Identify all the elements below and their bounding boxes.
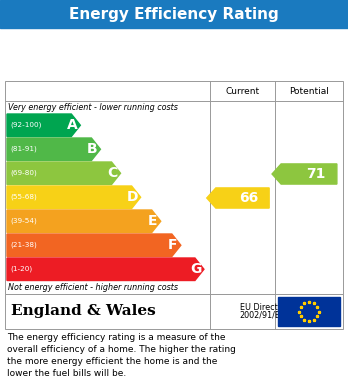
Polygon shape: [207, 188, 269, 208]
Polygon shape: [7, 234, 181, 256]
Text: Very energy efficient - lower running costs: Very energy efficient - lower running co…: [8, 103, 178, 112]
Text: E: E: [148, 214, 157, 228]
Text: B: B: [87, 142, 98, 156]
Text: (92-100): (92-100): [10, 122, 41, 129]
Text: England & Wales: England & Wales: [11, 305, 156, 319]
Polygon shape: [7, 210, 161, 233]
Text: Current: Current: [226, 86, 260, 95]
Bar: [278, 297, 340, 326]
Bar: [5, 81, 343, 294]
Polygon shape: [272, 164, 337, 184]
Text: (21-38): (21-38): [10, 242, 37, 249]
Text: F: F: [168, 238, 177, 252]
Text: (69-80): (69-80): [10, 170, 37, 176]
Polygon shape: [7, 162, 120, 185]
Text: Potential: Potential: [289, 86, 329, 95]
Text: 71: 71: [306, 167, 326, 181]
Text: (55-68): (55-68): [10, 194, 37, 201]
Polygon shape: [7, 138, 101, 160]
Polygon shape: [7, 258, 204, 280]
Text: Not energy efficient - higher running costs: Not energy efficient - higher running co…: [8, 283, 178, 292]
Bar: [0, 0, 348, 28]
Polygon shape: [7, 114, 80, 136]
Text: Energy Efficiency Rating: Energy Efficiency Rating: [69, 7, 279, 22]
Text: (81-91): (81-91): [10, 146, 37, 152]
Text: D: D: [127, 190, 139, 204]
Text: (1-20): (1-20): [10, 266, 32, 273]
Text: G: G: [190, 262, 201, 276]
Text: EU Directive: EU Directive: [239, 303, 289, 312]
Text: 66: 66: [239, 191, 259, 205]
Text: C: C: [108, 166, 118, 180]
Polygon shape: [7, 186, 141, 208]
Text: 2002/91/EC: 2002/91/EC: [239, 311, 286, 320]
Bar: [5, 294, 343, 329]
Text: A: A: [67, 118, 78, 132]
Text: (39-54): (39-54): [10, 218, 37, 224]
Text: The energy efficiency rating is a measure of the
overall efficiency of a home. T: The energy efficiency rating is a measur…: [7, 333, 236, 378]
